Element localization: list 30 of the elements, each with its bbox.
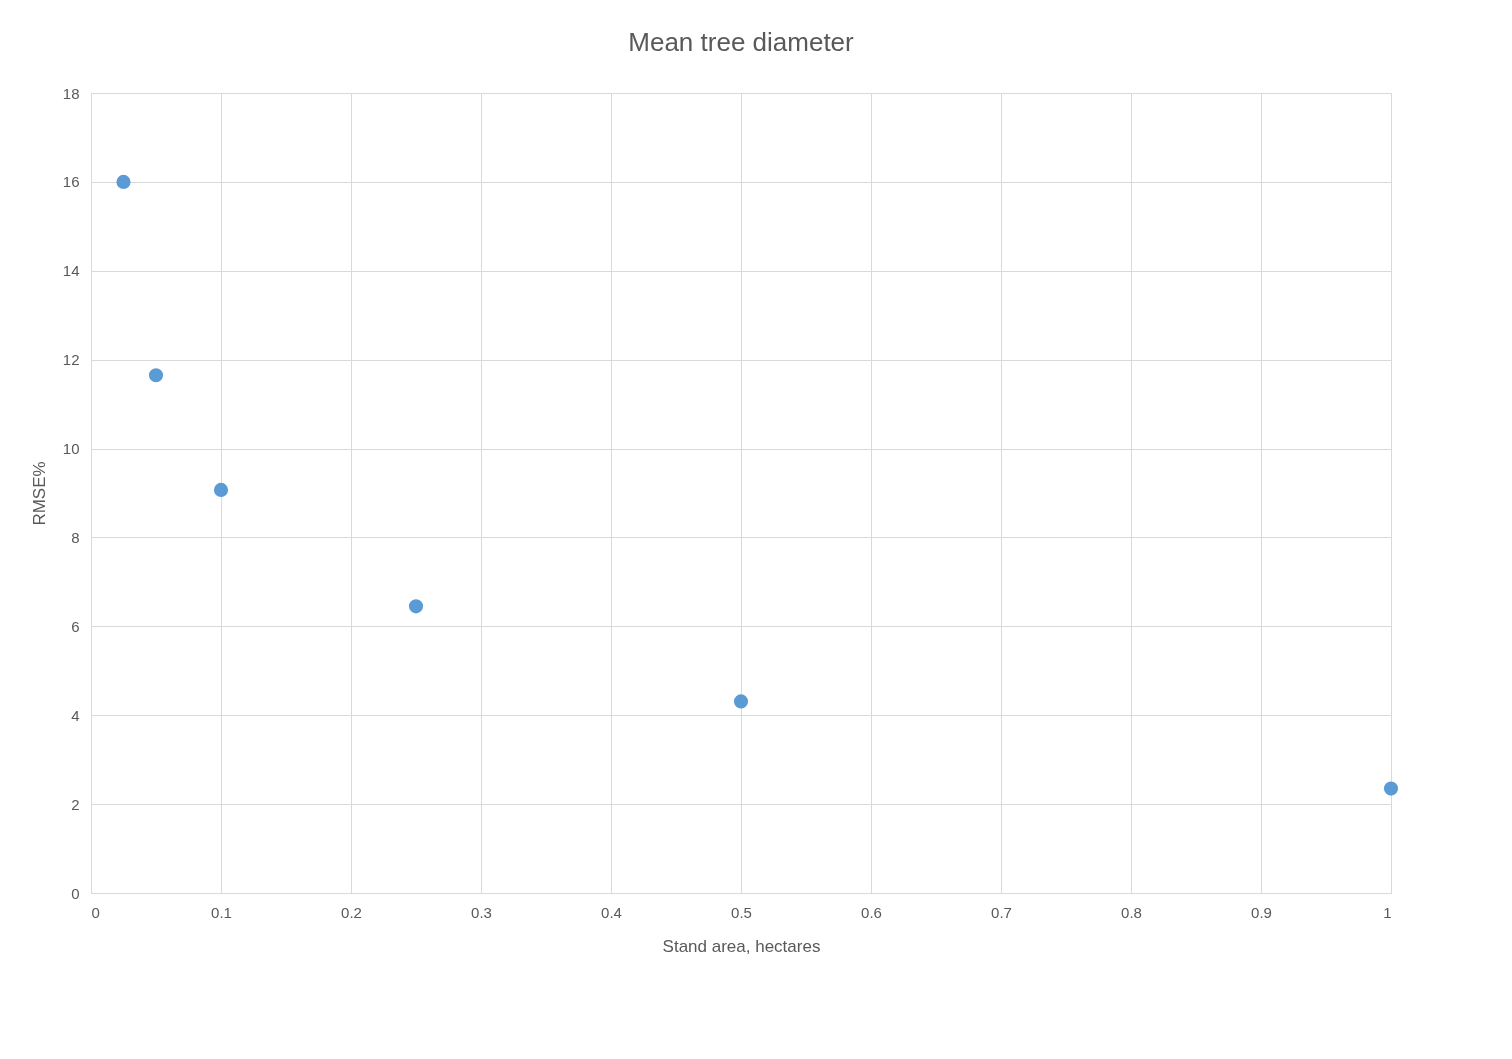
y-tick-label: 10 (62, 440, 80, 458)
point (733, 694, 749, 709)
x-tick-label: 0.5 (731, 903, 752, 921)
x-tick-label: 0.2 (341, 903, 362, 921)
point (148, 368, 164, 383)
point (116, 174, 131, 189)
y-tick-label: 6 (71, 617, 80, 635)
y-tick-label: 0 (71, 884, 80, 902)
x-tick-label: 0.9 (1251, 903, 1272, 921)
x-tick-label: 0 (91, 903, 100, 921)
x-tick-label: 0.4 (601, 903, 622, 921)
x-tick-label: 0.1 (211, 903, 232, 921)
point (408, 599, 424, 614)
y-tick-label: 12 (62, 351, 80, 369)
x-axis-title: Stand area, hectares (662, 936, 821, 956)
point (1383, 781, 1399, 796)
x-tick-label: 0.3 (471, 903, 492, 921)
y-tick-label: 18 (62, 84, 80, 102)
y-tick-label: 2 (71, 795, 80, 813)
chart-title: Mean tree diameter (628, 27, 855, 57)
x-tick-label: 0.7 (991, 903, 1012, 921)
x-tick-label: 0.8 (1121, 903, 1142, 921)
x-tick-label: 1 (1383, 903, 1392, 921)
y-tick-label: 14 (62, 262, 80, 280)
y-tick-label: 16 (62, 173, 80, 191)
x-tick-label: 0.6 (861, 903, 882, 921)
y-axis-title: RMSE% (29, 461, 49, 526)
y-tick-label: 8 (71, 528, 80, 546)
y-tick-label: 4 (71, 706, 80, 724)
point (213, 482, 229, 497)
